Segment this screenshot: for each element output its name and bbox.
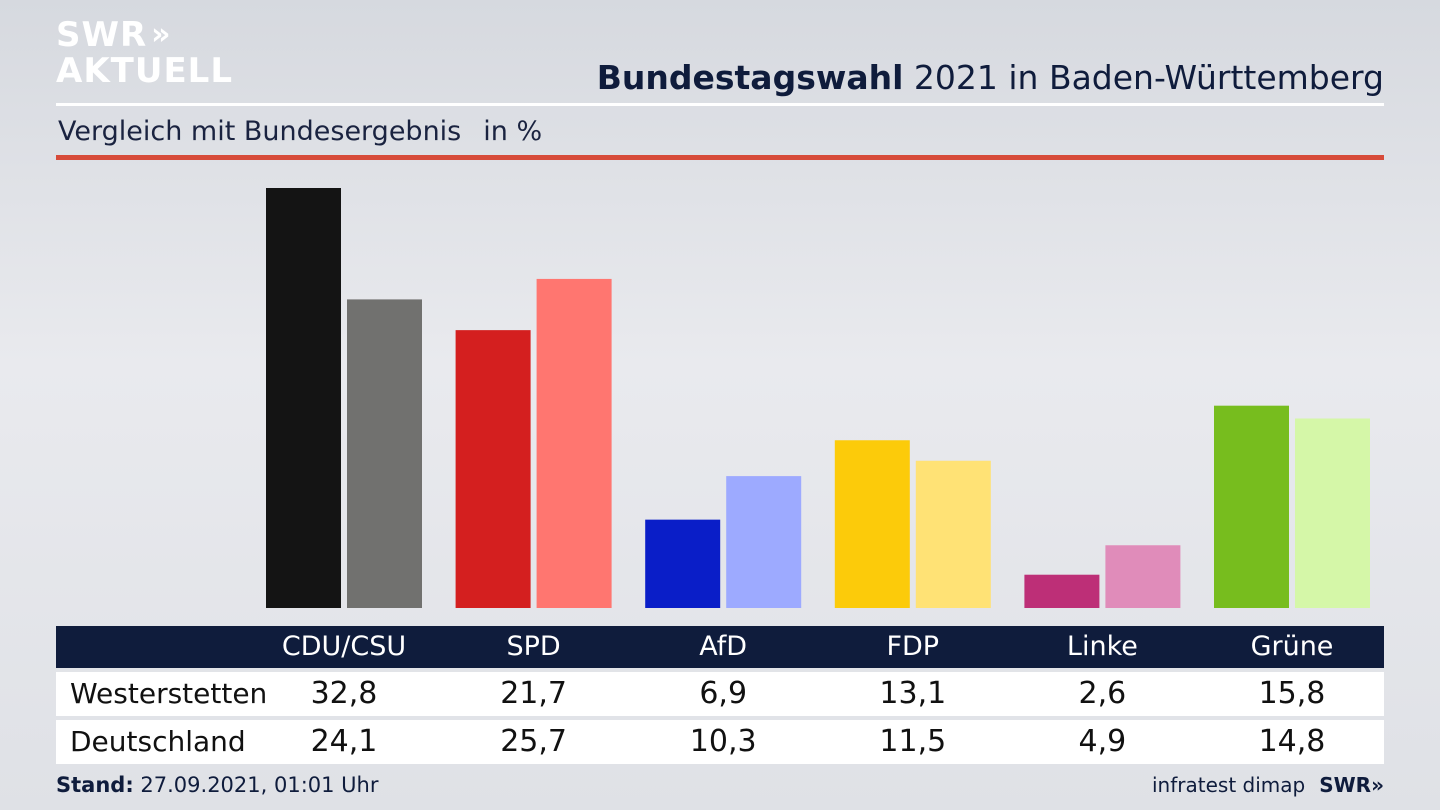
table-cell: 4,9 (1078, 724, 1127, 759)
title-divider (56, 103, 1384, 106)
table-cell: 11,5 (879, 724, 947, 759)
bar-linke-westerstetten (1024, 574, 1100, 608)
chart-title: Bundestagswahl 2021 in Baden-Württemberg (597, 56, 1384, 100)
stand-label: Stand: (56, 773, 134, 797)
row-label: Westerstetten (70, 677, 268, 710)
logo-arrows-icon: » (151, 17, 172, 52)
bar-fdp-deutschland (915, 460, 991, 608)
column-header: AfD (699, 631, 748, 662)
unit-label: in % (483, 116, 543, 147)
table-cell: 15,8 (1258, 676, 1326, 711)
column-header: SPD (506, 631, 561, 662)
timestamp: Stand: 27.09.2021, 01:01 Uhr (56, 770, 379, 800)
bar-fdp-westerstetten (834, 440, 910, 608)
logo-aktuell-text: AKTUELL (56, 51, 234, 91)
table-cell: 2,6 (1078, 676, 1127, 711)
chart-subtitle: Vergleich mit Bundesergebnis in % (58, 114, 542, 150)
row-label: Deutschland (70, 725, 246, 758)
swr-aktuell-logo: SWR » AKTUELL (56, 16, 246, 92)
bar-spd-westerstetten (455, 330, 531, 608)
table-cell: 21,7 (500, 676, 567, 711)
source-credit: infratest dimap SWR» (1152, 770, 1384, 800)
bar-cdu-csu-westerstetten (266, 188, 341, 608)
table-cell: 32,8 (310, 676, 378, 711)
table-row: Deutschland 24,1 25,7 10,3 11,5 4,9 14,8 (56, 720, 1384, 764)
bar-gr-ne-westerstetten (1214, 405, 1289, 608)
table-header: CDU/CSU SPD AfD FDP Linke Grüne (56, 626, 1384, 668)
subtitle-text: Vergleich mit Bundesergebnis (58, 116, 462, 147)
swr-small-logo: SWR» (1319, 773, 1384, 797)
column-header: Grüne (1250, 631, 1334, 662)
source-text: infratest dimap (1152, 773, 1306, 797)
bar-linke-deutschland (1105, 545, 1181, 608)
logo-swr-text: SWR (56, 15, 148, 55)
table-cell: 13,1 (879, 676, 947, 711)
chart-title-rest: 2021 in Baden-Württemberg (903, 58, 1384, 97)
bar-cdu-csu-deutschland (347, 299, 422, 608)
bar-afd-deutschland (726, 476, 802, 608)
results-table: CDU/CSU SPD AfD FDP Linke Grüne Westerstetten… (56, 626, 1384, 764)
table-row: Westerstetten 32,8 21,7 6,9 13,1 2,6 15,8 (56, 672, 1384, 716)
bar-afd-westerstetten (645, 519, 721, 608)
stand-value: 27.09.2021, 01:01 Uhr (133, 773, 379, 797)
column-header: Linke (1066, 631, 1138, 662)
table-cell: 6,9 (699, 676, 748, 711)
column-header: CDU/CSU (281, 631, 407, 662)
bar-spd-deutschland (536, 278, 612, 608)
table-cell: 25,7 (500, 724, 567, 759)
column-header: FDP (886, 631, 940, 662)
accent-divider (56, 155, 1384, 160)
table-cell: 10,3 (689, 724, 757, 759)
table-cell: 24,1 (310, 724, 378, 759)
chart-title-bold: Bundestagswahl (596, 58, 904, 97)
table-cell: 14,8 (1258, 724, 1326, 759)
bar-gr-ne-deutschland (1295, 418, 1370, 608)
